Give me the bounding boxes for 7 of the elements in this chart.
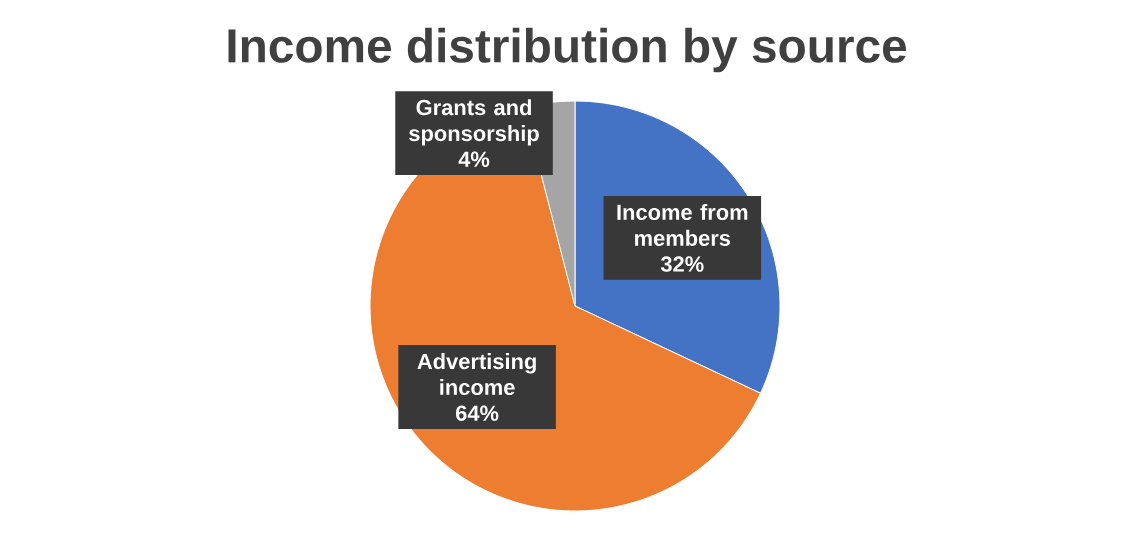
slice-label: Grants and sponsorship [409,99,539,146]
chart-title: Income distribution by source [228,27,907,73]
data-label: 4% [458,151,490,167]
data-label: 64% [456,405,499,421]
slice-label: Income from members [617,203,748,246]
slice-label: Advertising income [417,353,536,396]
data-label: 32% [660,256,704,272]
